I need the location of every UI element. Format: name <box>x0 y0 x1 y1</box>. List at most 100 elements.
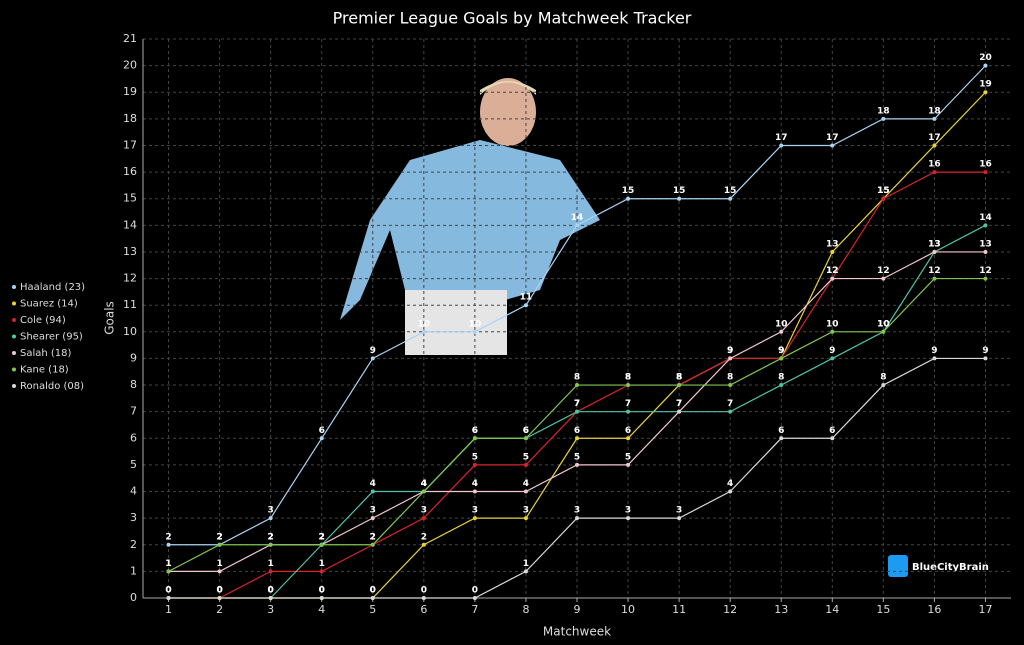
value-label: 0 <box>268 586 274 596</box>
x-tick-label: 2 <box>216 603 223 616</box>
point <box>626 196 631 201</box>
y-tick-label: 10 <box>123 325 137 338</box>
value-label: 2 <box>165 532 171 542</box>
point <box>779 356 784 361</box>
x-tick-label: 3 <box>267 603 274 616</box>
x-tick-label: 17 <box>978 603 992 616</box>
point <box>421 329 426 334</box>
point <box>881 383 886 388</box>
value-label: 17 <box>928 133 941 143</box>
value-label: 8 <box>676 373 682 383</box>
value-label: 19 <box>979 80 992 90</box>
value-label: 6 <box>574 426 580 436</box>
value-label: 0 <box>216 586 222 596</box>
point <box>472 489 477 494</box>
x-tick-label: 5 <box>369 603 376 616</box>
value-label: 2 <box>268 532 274 542</box>
value-label: 8 <box>625 373 631 383</box>
y-tick-label: 12 <box>123 272 137 285</box>
point <box>779 383 784 388</box>
point <box>472 462 477 467</box>
point <box>677 196 682 201</box>
value-label: 6 <box>472 426 478 436</box>
point <box>932 116 937 121</box>
legend-marker <box>12 351 16 355</box>
value-label: 7 <box>574 399 580 409</box>
value-label: 4 <box>421 479 427 489</box>
point <box>626 409 631 414</box>
x-tick-label: 1 <box>165 603 172 616</box>
point <box>268 596 273 600</box>
value-label: 18 <box>877 106 890 116</box>
point <box>728 489 733 494</box>
point <box>932 143 937 148</box>
value-label: 4 <box>523 479 529 489</box>
value-label: 13 <box>928 239 941 249</box>
value-label: 15 <box>673 186 686 196</box>
legend-label: Kane (18) <box>20 365 69 376</box>
value-label: 6 <box>472 426 478 436</box>
point <box>421 596 426 600</box>
y-tick-label: 11 <box>123 298 137 311</box>
point <box>830 356 835 361</box>
point <box>370 596 375 600</box>
value-label: 7 <box>625 399 631 409</box>
y-tick-label: 15 <box>123 192 137 205</box>
value-label: 2 <box>370 532 376 542</box>
watermark: BlueCityBrain <box>888 555 989 577</box>
value-label: 8 <box>625 373 631 383</box>
y-tick-label: 5 <box>130 458 137 471</box>
value-label: 9 <box>370 346 376 356</box>
point <box>472 516 477 521</box>
value-label: 9 <box>829 346 835 356</box>
y-tick-label: 19 <box>123 85 137 98</box>
value-label: 3 <box>625 506 631 516</box>
point <box>575 223 579 228</box>
value-label: 3 <box>472 506 478 516</box>
y-tick-label: 18 <box>123 112 137 125</box>
point <box>932 249 937 254</box>
value-label: 0 <box>268 586 274 596</box>
value-label: 8 <box>676 373 682 383</box>
y-tick-label: 2 <box>130 538 137 551</box>
y-axis-label: Goals <box>103 301 117 335</box>
point <box>626 383 631 388</box>
point <box>983 90 988 95</box>
value-label: 7 <box>727 399 733 409</box>
value-label: 4 <box>421 479 427 489</box>
legend-label: Salah (18) <box>20 348 72 359</box>
value-label: 0 <box>319 586 325 596</box>
point <box>830 276 835 281</box>
x-tick-label: 7 <box>471 603 478 616</box>
value-label: 9 <box>778 346 784 356</box>
point <box>575 436 579 441</box>
point <box>523 462 528 467</box>
point <box>370 542 375 547</box>
value-label: 1 <box>165 559 171 569</box>
value-label: 0 <box>216 586 222 596</box>
value-label: 16 <box>979 160 992 170</box>
point <box>626 462 631 467</box>
legend-marker <box>12 301 16 306</box>
point <box>932 356 937 361</box>
value-label: 3 <box>676 506 682 516</box>
value-label: 3 <box>574 506 580 516</box>
point <box>472 596 477 600</box>
value-label: 7 <box>574 399 580 409</box>
value-label: 13 <box>826 239 839 249</box>
value-label: 8 <box>727 373 733 383</box>
value-label: 8 <box>676 373 682 383</box>
point <box>421 516 426 521</box>
value-label: 17 <box>826 133 839 143</box>
y-tick-label: 16 <box>123 165 137 178</box>
point <box>217 542 222 547</box>
value-label: 0 <box>165 586 171 596</box>
value-label: 8 <box>880 373 886 383</box>
value-label: 9 <box>727 346 733 356</box>
value-label: 12 <box>877 266 890 276</box>
value-label: 2 <box>319 532 325 542</box>
point <box>523 303 528 308</box>
point <box>268 569 273 574</box>
y-tick-label: 8 <box>130 378 137 391</box>
point <box>421 489 426 494</box>
